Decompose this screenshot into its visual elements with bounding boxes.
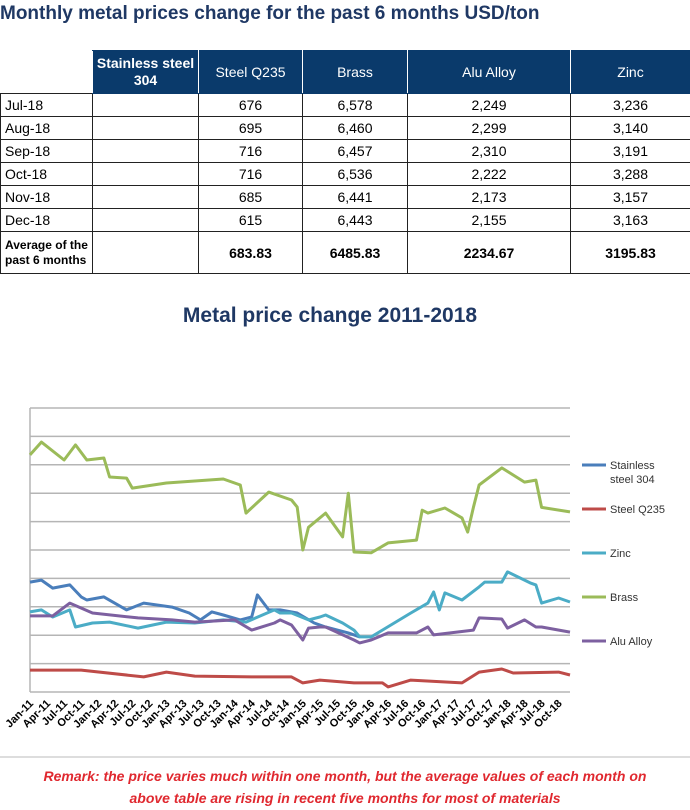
legend-label: Stainless steel 304 xyxy=(610,460,655,486)
series-line-alu-alloy xyxy=(30,601,571,645)
series-line-zinc xyxy=(29,570,571,639)
row-label: Oct-18 xyxy=(0,162,93,186)
table-cell: 6,457 xyxy=(302,139,408,163)
table-row: Aug-18 695 6,460 2,299 3,140 xyxy=(0,116,690,140)
table-cell: 3,236 xyxy=(570,93,690,117)
remark-line-1: Remark: the price varies much within one… xyxy=(43,768,647,784)
row-label: Sep-18 xyxy=(0,139,93,163)
table-cell xyxy=(92,208,199,232)
column-header: Stainless steel 304 xyxy=(92,50,199,94)
legend-label: Brass xyxy=(610,592,639,604)
legend-label: Alu Alloy xyxy=(610,636,653,648)
series-line-steel-q235 xyxy=(30,667,571,689)
table-row: Nov-18 685 6,441 2,173 3,157 xyxy=(0,185,690,209)
table-cell: 6,578 xyxy=(302,93,408,117)
price-table: Stainless steel 304 Steel Q235 Brass Alu… xyxy=(0,50,690,274)
table-row: Dec-18 615 6,443 2,155 3,163 xyxy=(0,208,690,232)
table-cell: 2234.67 xyxy=(407,231,571,274)
row-label: Dec-18 xyxy=(0,208,93,232)
column-header: Steel Q235 xyxy=(198,50,303,94)
table-cell: 676 xyxy=(198,93,303,117)
table-row: Sep-18 716 6,457 2,310 3,191 xyxy=(0,139,690,163)
remark-note: Remark: the price varies much within one… xyxy=(0,765,690,809)
table-cell: 2,173 xyxy=(407,185,571,209)
column-header: Alu Alloy xyxy=(407,50,571,94)
column-header: Zinc xyxy=(570,50,690,94)
column-header: Brass xyxy=(302,50,408,94)
table-cell xyxy=(92,162,199,186)
remark-line-2: above table are rising in recent five mo… xyxy=(129,790,561,806)
table-header-blank xyxy=(0,50,93,94)
table-cell: 6485.83 xyxy=(302,231,408,274)
legend-label: Steel Q235 xyxy=(610,504,665,516)
table-cell: 3195.83 xyxy=(570,231,690,274)
table-row-average: Average of the past 6 months 683.83 6485.8… xyxy=(0,231,690,274)
series-line-brass xyxy=(28,440,571,555)
table-cell xyxy=(92,231,199,274)
table-cell: 6,536 xyxy=(302,162,408,186)
legend-label: Zinc xyxy=(610,548,631,560)
table-cell: 3,191 xyxy=(570,139,690,163)
table-cell: 6,443 xyxy=(302,208,408,232)
row-label: Average of the past 6 months xyxy=(0,231,93,274)
table-cell xyxy=(92,116,199,140)
table-cell: 716 xyxy=(198,139,303,163)
table-cell: 695 xyxy=(198,116,303,140)
page-title: Monthly metal prices change for the past… xyxy=(0,3,540,24)
chart-title: Metal price change 2011-2018 xyxy=(182,304,478,327)
series-line-stainless-steel-304 xyxy=(29,578,361,639)
table-header-row: Stainless steel 304 Steel Q235 Brass Alu… xyxy=(0,50,690,94)
table-cell: 3,140 xyxy=(570,116,690,140)
